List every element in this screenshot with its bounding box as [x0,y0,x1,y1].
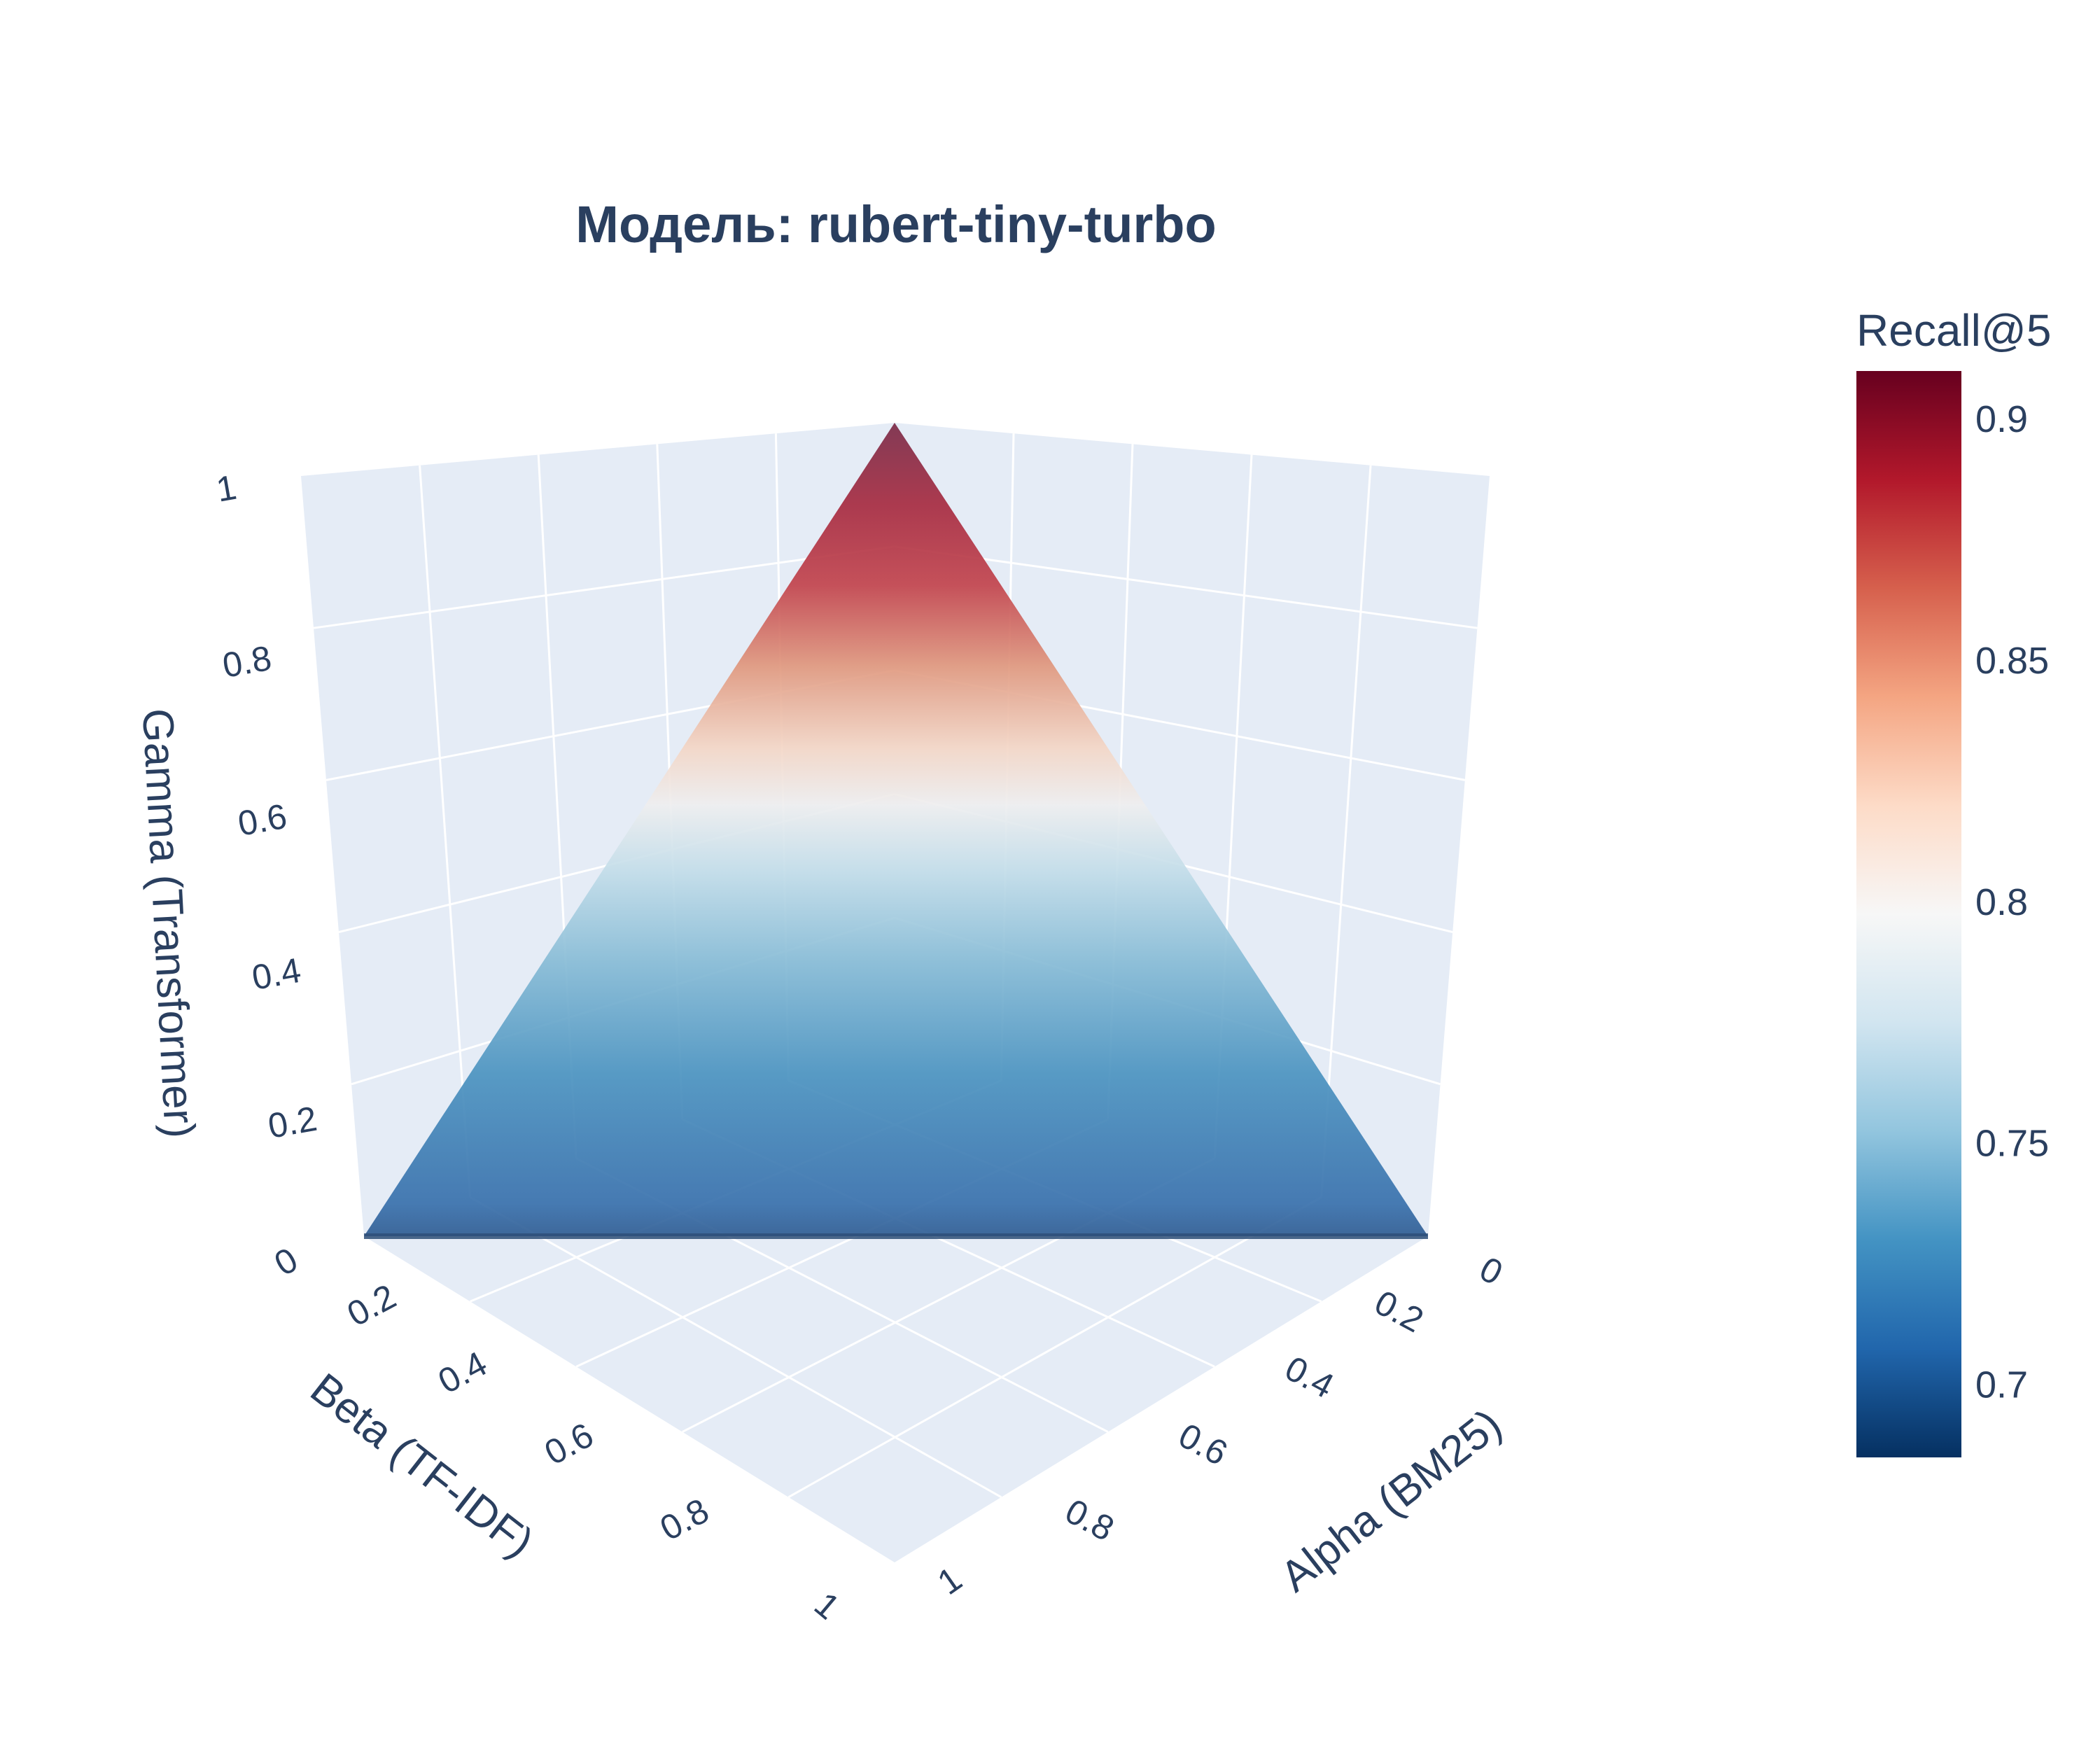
y-tick-4: 0.8 [654,1491,715,1548]
chart-title: Модель: rubert-tiny-turbo [575,195,1216,253]
x-tick-4: 0.8 [1059,1491,1121,1548]
z-tick-1: 0.2 [265,1099,320,1146]
colorbar-ticks: 0.9 0.85 0.8 0.75 0.7 [1975,398,2049,1406]
colorbar-tick-0: 0.9 [1975,398,2028,440]
y-tick-3: 0.6 [538,1415,600,1473]
z-tick-5: 1 [214,468,239,510]
x-tick-5: 1 [930,1559,969,1602]
colorbar-tick-3: 0.75 [1975,1123,2049,1165]
x-axis-title: Alpha (BM25) [1272,1400,1511,1602]
z-tick-3: 0.6 [235,797,290,844]
colorbar-tick-4: 0.7 [1975,1364,2028,1406]
x-tick-2: 0.4 [1279,1348,1340,1406]
x-tick-3: 0.6 [1172,1415,1234,1473]
y-tick-2: 0.4 [432,1344,493,1401]
grid-floor-a-3 [469,1196,1002,1499]
grid-left-wall-h-3 [313,545,895,629]
grid-right-wall-v-3 [1320,465,1372,1198]
z-tick-0: 0 [268,1240,304,1283]
y-tick-1: 0.2 [341,1277,402,1334]
grid-left-wall-v-3 [419,465,472,1198]
z-tick-2: 0.4 [249,951,304,997]
z-axis-ticks: 0 0.2 0.4 0.6 0.8 1 [214,468,320,1284]
colorbar-title: Recall@5 [1856,305,2051,356]
y-axis-title: Beta (TF-IDF) [302,1364,542,1567]
z-tick-4: 0.8 [220,638,274,685]
colorbar-tick-2: 0.8 [1975,881,2028,923]
colorbar-scale [1856,371,1961,1457]
surface-triangle [364,423,1428,1236]
grid-floor-b-3 [788,1196,1322,1499]
y-tick-5: 1 [807,1585,847,1628]
grid-right-wall-h-3 [894,545,1478,629]
x-tick-1: 0.2 [1368,1282,1430,1340]
colorbar-tick-1: 0.85 [1975,640,2049,682]
x-tick-0: 0 [1474,1249,1509,1293]
z-axis-title: Gamma (Transformer) [133,707,204,1139]
colorbar: Recall@5 0.9 0.85 0.8 0.75 0.7 [1856,305,2051,1457]
